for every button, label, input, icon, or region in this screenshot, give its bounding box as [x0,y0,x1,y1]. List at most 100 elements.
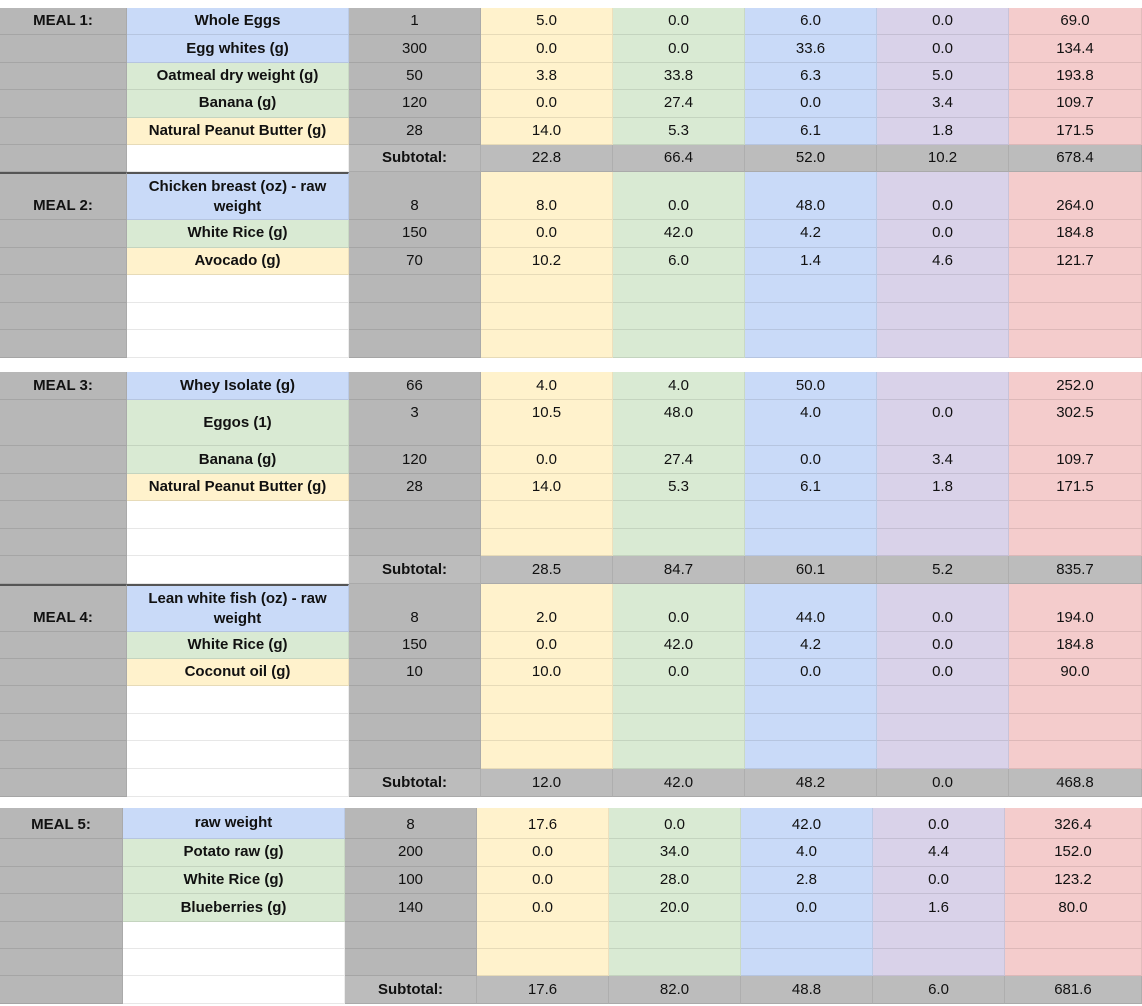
meal-label: MEAL 4: [0,584,127,632]
empty-cell [745,501,877,529]
subtotal-value: 17.6 [477,976,609,1004]
empty-cell [345,922,477,949]
empty-cell [877,275,1009,303]
value-cell: 4.0 [481,372,613,400]
empty-cell [745,528,877,556]
food-name: Potato raw (g) [123,839,345,867]
value-cell: 5.3 [613,117,745,145]
value-cell: 184.8 [1009,632,1142,659]
value-cell: 4.0 [613,372,745,400]
empty-cell [613,302,745,331]
value-cell: 28.0 [609,866,741,895]
value-cell: 66 [349,372,481,400]
subtotal-label: Subtotal: [349,556,481,584]
value-cell: 123.2 [1005,866,1142,895]
value-cell: 3 [349,400,481,446]
empty-cell [127,686,349,714]
value-cell: 0.0 [481,220,613,248]
meal-cell [0,90,127,118]
subtotal-value: 5.2 [877,556,1009,584]
value-cell: 0.0 [481,35,613,63]
empty-cell [481,501,613,529]
value-cell: 4.0 [745,400,877,446]
empty-cell [613,330,745,358]
meal-cell [0,446,127,474]
value-cell: 193.8 [1009,62,1142,91]
subtotal-value: 28.5 [481,556,613,584]
value-cell: 0.0 [877,220,1009,248]
meal-cell [0,145,127,172]
value-cell: 80.0 [1005,894,1142,922]
empty-cell [613,528,745,556]
subtotal-value: 60.1 [745,556,877,584]
value-cell: 0.0 [613,8,745,36]
value-cell: 10.2 [481,247,613,275]
empty-cell [349,501,481,529]
meal-cell [0,976,123,1004]
meal-cell [0,330,127,358]
meal-cell [0,686,127,714]
value-cell: 252.0 [1009,372,1142,400]
empty-cell [745,741,877,769]
meal-cell [0,275,127,303]
food-name: Blueberries (g) [123,894,345,922]
empty-cell [1005,949,1142,976]
empty-cell [481,302,613,331]
subtotal-value: 12.0 [481,769,613,797]
empty-cell [877,741,1009,769]
value-cell: 0.0 [877,35,1009,63]
empty-cell [349,275,481,303]
value-cell: 10 [349,659,481,686]
empty-cell [1009,330,1142,358]
empty-cell [127,302,349,331]
food-name: White Rice (g) [123,866,345,895]
value-cell: 0.0 [877,400,1009,446]
value-cell: 0.0 [481,632,613,659]
value-cell: 33.6 [745,35,877,63]
value-cell: 28 [349,474,481,501]
food-name: Chicken breast (oz) - raw weight [127,172,349,220]
meal-cell [0,949,123,976]
food-cell [127,769,349,797]
subtotal-value: 681.6 [1005,976,1142,1004]
empty-cell [877,713,1009,742]
value-cell: 0.0 [745,446,877,474]
value-cell: 6.0 [745,8,877,36]
meal-cell [0,894,123,922]
value-cell: 264.0 [1009,172,1142,220]
value-cell: 0.0 [877,584,1009,632]
subtotal-value: 48.2 [745,769,877,797]
value-cell: 5.0 [877,62,1009,91]
food-cell [127,556,349,584]
subtotal-value: 835.7 [1009,556,1142,584]
empty-cell [1009,501,1142,529]
value-cell: 6.1 [745,474,877,501]
value-cell: 152.0 [1005,839,1142,867]
empty-cell [349,713,481,742]
value-cell: 0.0 [741,894,873,922]
empty-cell [481,713,613,742]
value-cell: 0.0 [877,659,1009,686]
value-cell: 17.6 [477,808,609,839]
empty-cell [877,501,1009,529]
value-cell: 20.0 [609,894,741,922]
empty-cell [127,275,349,303]
value-cell: 48.0 [613,400,745,446]
value-cell: 42.0 [613,220,745,248]
value-cell: 14.0 [481,474,613,501]
value-cell: 1 [349,8,481,36]
empty-cell [1005,922,1142,949]
meal-cell [0,713,127,742]
food-name: Natural Peanut Butter (g) [127,474,349,501]
empty-cell [481,741,613,769]
food-name: White Rice (g) [127,220,349,248]
empty-cell [481,330,613,358]
value-cell: 42.0 [741,808,873,839]
value-cell: 1.4 [745,247,877,275]
value-cell: 3.4 [877,90,1009,118]
empty-cell [873,922,1005,949]
empty-cell [127,330,349,358]
value-cell: 4.0 [741,839,873,867]
value-cell: 1.6 [873,894,1005,922]
